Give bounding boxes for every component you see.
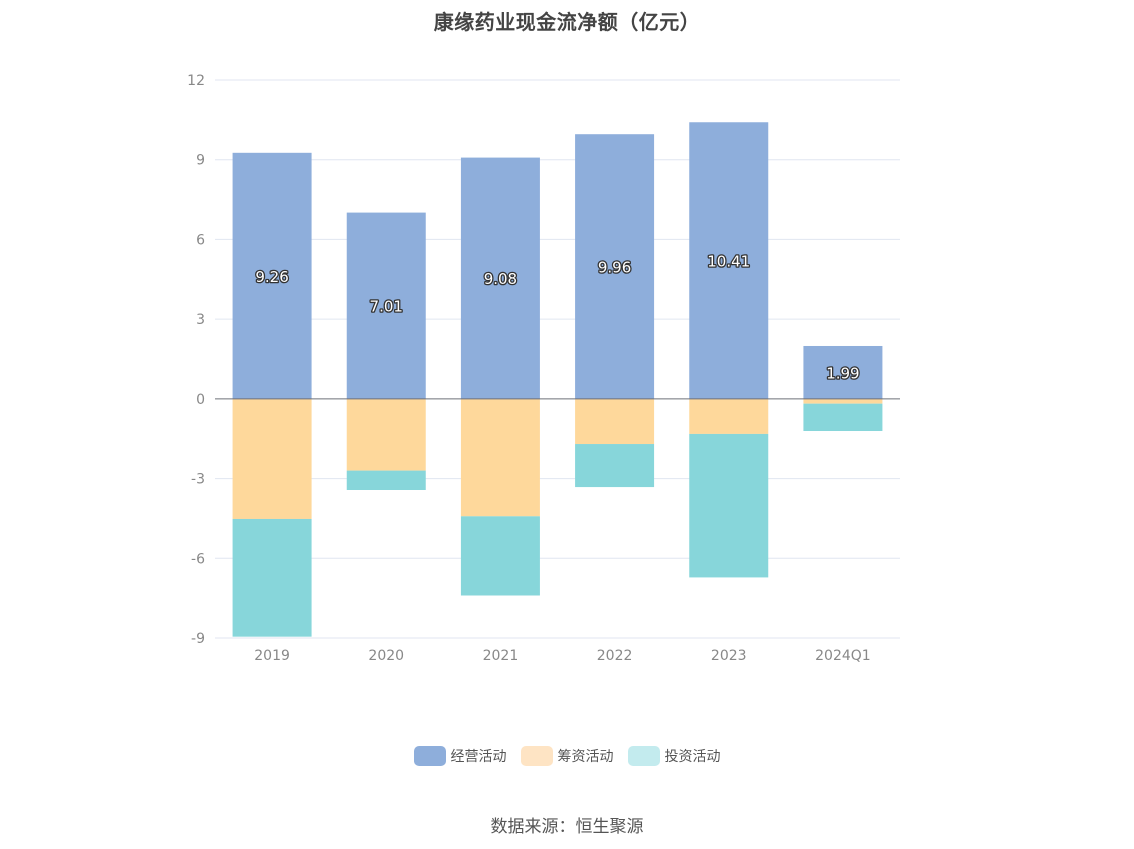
bar-investing — [575, 444, 655, 488]
bar-financing — [232, 398, 312, 519]
legend-item-financing[interactable]: 筹资活动 — [520, 746, 614, 766]
bar-investing — [346, 470, 426, 490]
data-label: 9.08 — [484, 270, 517, 288]
x-tick-label: 2023 — [711, 648, 747, 664]
legend: 经营活动 筹资活动 投资活动 — [0, 746, 1134, 766]
data-label: 1.99 — [826, 364, 859, 382]
y-tick-label: -3 — [191, 472, 205, 488]
y-tick-label: 3 — [196, 312, 205, 328]
legend-item-operating[interactable]: 经营活动 — [413, 746, 507, 766]
bar-investing — [803, 403, 883, 432]
legend-label: 筹资活动 — [557, 749, 614, 765]
bar-financing — [346, 398, 426, 471]
bar-operating — [689, 122, 769, 399]
y-tick-label: -9 — [191, 631, 205, 647]
x-tick-label: 2022 — [597, 648, 633, 664]
bar-investing — [232, 518, 312, 637]
x-tick-label: 2019 — [254, 648, 290, 664]
bar-financing — [575, 398, 655, 445]
bar-operating — [803, 345, 883, 399]
bar-investing — [689, 433, 769, 578]
x-tick-label: 2024Q1 — [815, 648, 871, 664]
bar-operating — [232, 152, 312, 399]
bar-investing — [460, 516, 540, 596]
bar-operating — [346, 212, 426, 399]
legend-swatch — [520, 746, 553, 766]
x-tick-label: 2020 — [368, 648, 404, 664]
source-note: 数据来源：恒生聚源 — [490, 817, 644, 837]
bar-operating — [575, 134, 655, 399]
legend-swatch — [413, 746, 446, 766]
data-label: 9.96 — [598, 259, 631, 277]
chart-title: 康缘药业现金流净额（亿元） — [433, 10, 701, 34]
x-tick-label: 2021 — [483, 648, 519, 664]
bar-operating — [460, 157, 540, 399]
bar-financing — [460, 398, 540, 517]
y-tick-label: 0 — [196, 392, 205, 408]
y-tick-label: 6 — [196, 232, 205, 248]
data-label: 7.01 — [370, 298, 403, 316]
y-tick-label: 9 — [196, 153, 205, 169]
legend-swatch — [627, 746, 660, 766]
legend-label: 经营活动 — [450, 749, 507, 765]
y-tick-label: -6 — [191, 551, 205, 567]
bar-financing — [803, 398, 883, 404]
data-label: 9.26 — [255, 268, 288, 286]
legend-item-investing[interactable]: 投资活动 — [627, 746, 721, 766]
legend-label: 投资活动 — [664, 749, 721, 765]
bar-financing — [689, 398, 769, 434]
y-tick-label: 12 — [187, 73, 205, 89]
data-label: 10.41 — [707, 253, 750, 271]
